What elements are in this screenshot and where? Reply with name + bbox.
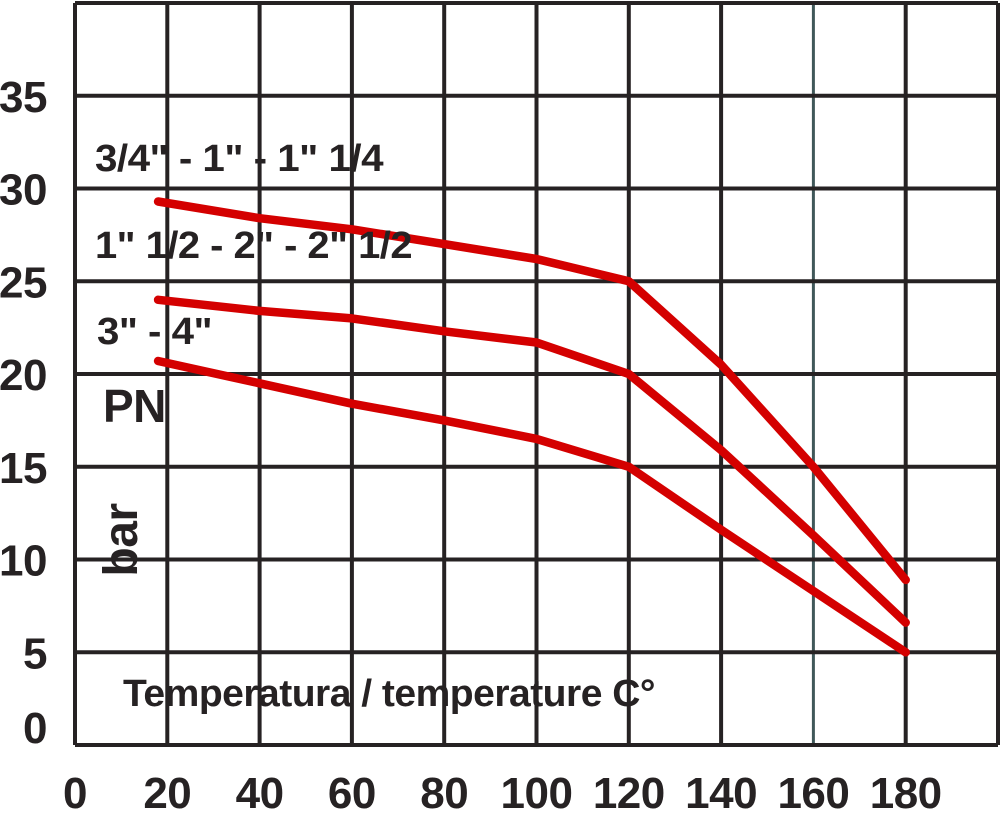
y-tick-label: 0 — [23, 704, 47, 753]
y-axis-label: PN — [103, 380, 166, 432]
x-tick-label: 20 — [143, 769, 191, 813]
x-axis-label: Temperatura / temperature C° — [123, 673, 655, 715]
y-tick-label: 15 — [0, 444, 47, 493]
y-tick-label: 30 — [0, 166, 47, 215]
x-tick-label: 140 — [685, 769, 757, 813]
series-line — [153, 295, 910, 627]
x-tick-label: 80 — [420, 769, 468, 813]
series-label: 3" - 4" — [97, 311, 212, 353]
x-tick-label: 160 — [777, 769, 849, 813]
y-tick-label: 20 — [0, 351, 47, 400]
x-tick-label: 60 — [328, 769, 376, 813]
y-tick-label: 25 — [0, 258, 47, 307]
x-tick-label: 120 — [593, 769, 665, 813]
series-label: 1" 1/2 - 2" - 2" 1/2 — [95, 225, 412, 267]
series-label: 3/4" - 1" - 1" 1/4 — [95, 138, 383, 180]
x-tick-label: 40 — [236, 769, 284, 813]
y-tick-label: 5 — [23, 629, 47, 678]
x-tick-label: 0 — [63, 769, 87, 813]
series-line — [153, 356, 910, 657]
y-tick-label: 10 — [0, 537, 47, 586]
y-tick-label: 35 — [0, 73, 47, 122]
x-tick-label: 180 — [870, 769, 942, 813]
y-axis-unit-label: bar — [95, 503, 148, 576]
x-tick-label: 100 — [501, 769, 573, 813]
series-line — [153, 197, 910, 585]
